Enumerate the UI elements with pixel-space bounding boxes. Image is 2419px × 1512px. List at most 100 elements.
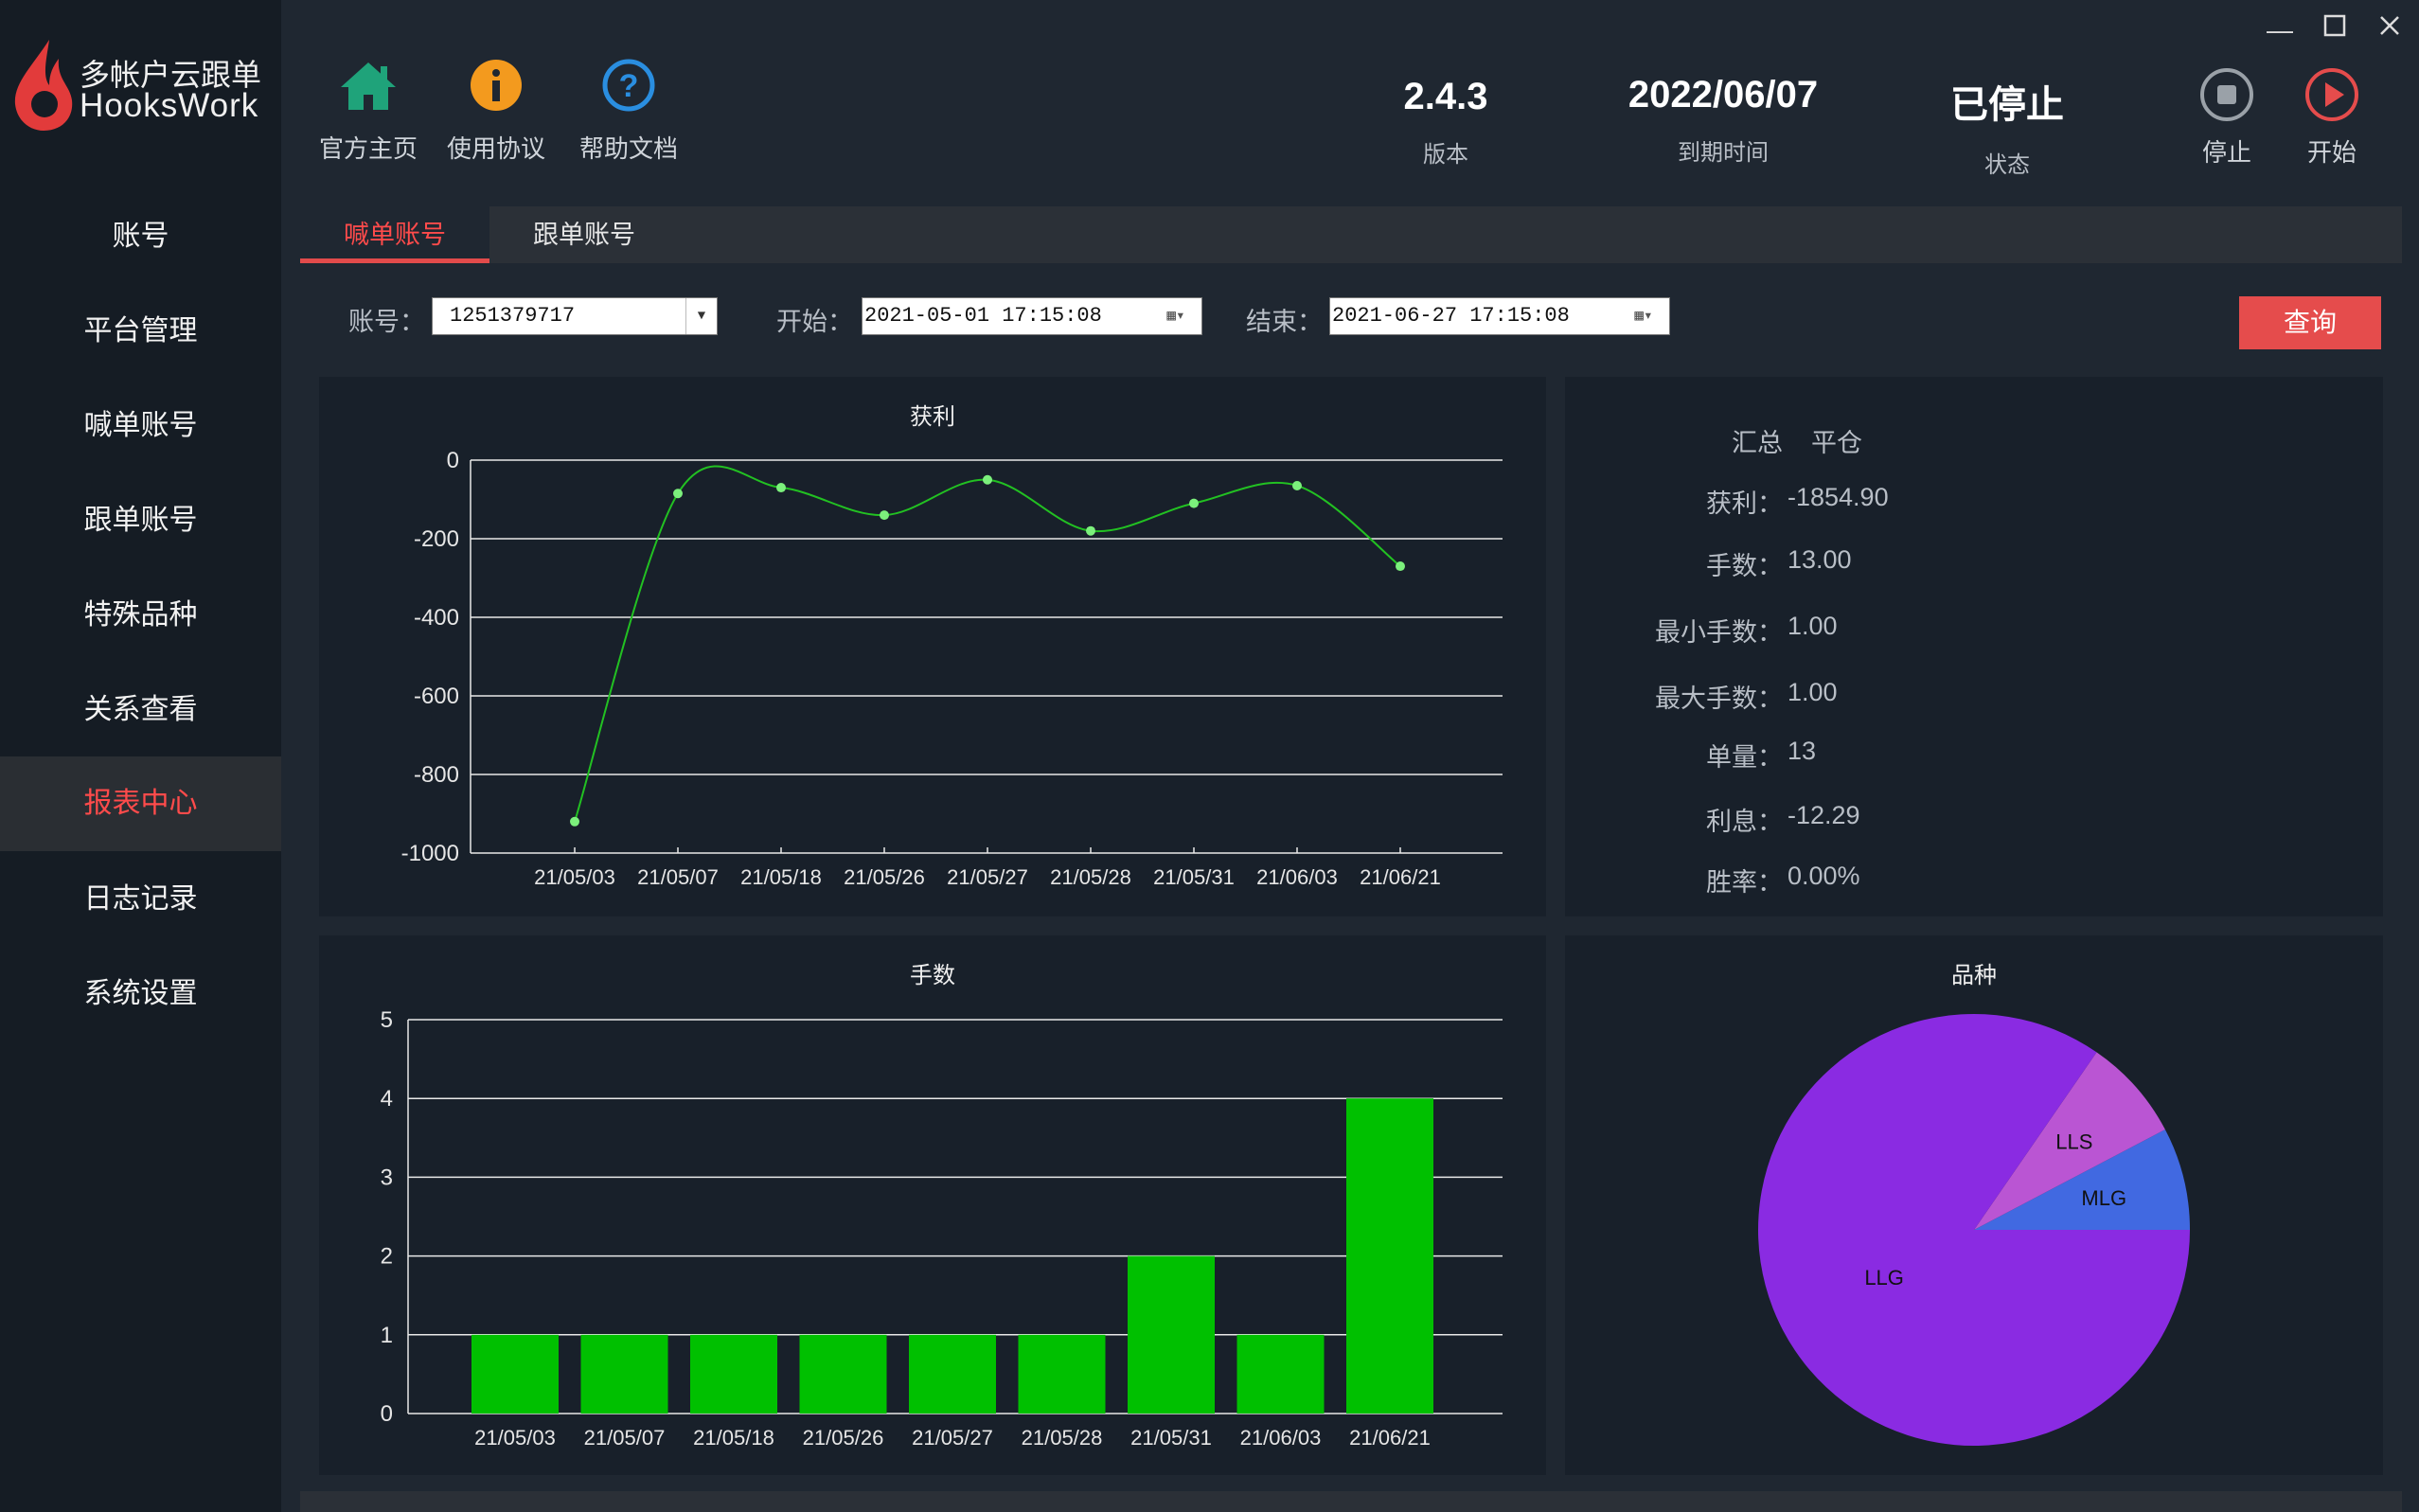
data-point <box>880 510 889 521</box>
x-tick-label: 21/05/03 <box>474 1426 556 1450</box>
summary-value: -1854.90 <box>1788 483 1889 511</box>
bar <box>690 1334 777 1414</box>
stop-button[interactable]: 停止 <box>2170 66 2284 169</box>
y-tick-label: -800 <box>414 762 459 788</box>
start-time-value: 2021-05-01 17:15:08 <box>864 304 1102 328</box>
help-icon: ? <box>602 59 655 112</box>
status-display: 已停止 状态 <box>1912 74 2102 179</box>
data-point <box>673 489 683 499</box>
sidebar-item-reports[interactable]: 报表中心 <box>0 756 281 851</box>
svg-text:?: ? <box>619 68 639 104</box>
pie-slice <box>1758 1014 2190 1446</box>
minimize-button[interactable]: — <box>2267 15 2293 45</box>
pie-slice <box>1974 1052 2165 1230</box>
bar <box>1128 1255 1215 1414</box>
sidebar-item-settings[interactable]: 系统设置 <box>83 978 198 1009</box>
expiry-value: 2022/06/07 <box>1627 74 1819 116</box>
sidebar-item-signal-account[interactable]: 喊单账号 <box>83 410 198 441</box>
account-select[interactable]: 1251379717 ▼ <box>432 297 718 335</box>
x-tick-label: 21/06/21 <box>1349 1426 1431 1450</box>
summary-key: 利息： <box>1706 808 1783 836</box>
chevron-down-icon[interactable]: ▼ <box>685 298 717 334</box>
summary-value: 平仓 <box>1811 429 1862 457</box>
summary-key: 汇总 <box>1732 429 1783 457</box>
profit-series-line <box>574 465 1401 823</box>
start-time-label: 开始： <box>776 308 853 336</box>
y-tick-label: 0 <box>381 1401 393 1427</box>
tab-signal-account[interactable]: 喊单账号 <box>300 206 489 263</box>
bar <box>471 1334 559 1414</box>
y-tick-label: -1000 <box>401 841 459 866</box>
help-docs-button[interactable]: ? 帮助文档 <box>567 59 690 165</box>
maximize-button[interactable] <box>2322 13 2347 44</box>
sidebar-item-account[interactable]: 账号 <box>112 221 169 252</box>
x-tick-label: 21/05/07 <box>584 1426 666 1450</box>
bar <box>580 1334 668 1414</box>
y-tick-label: 4 <box>381 1086 393 1112</box>
symbol-pie-chart: MLG LLS LLG <box>1758 1014 2190 1446</box>
x-tick-label: 21/05/26 <box>844 865 925 889</box>
end-time-label: 结束： <box>1246 308 1323 336</box>
tab-follow-account[interactable]: 跟单账号 <box>533 221 635 249</box>
agreement-button[interactable]: 使用协议 <box>435 59 558 165</box>
x-tick-label: 21/05/27 <box>947 865 1028 889</box>
sidebar-item-platform[interactable]: 平台管理 <box>83 315 198 347</box>
data-point <box>1396 561 1405 572</box>
stop-icon <box>2200 68 2253 121</box>
y-tick-label: 0 <box>447 448 459 473</box>
summary-value: 13.00 <box>1788 545 1852 574</box>
minimize-icon: — <box>2267 15 2293 44</box>
home-icon <box>341 62 396 110</box>
sidebar-item-special-symbols[interactable]: 特殊品种 <box>83 599 198 631</box>
end-time-picker[interactable]: 2021-06-27 17:15:08 ▦▾ <box>1329 297 1670 335</box>
calendar-icon[interactable]: ▦▾ <box>1634 308 1653 325</box>
home-button[interactable]: 官方主页 <box>307 59 430 165</box>
summary-key: 获利： <box>1706 489 1783 518</box>
summary-key: 胜率： <box>1706 868 1783 897</box>
pie-slice-label: LLG <box>1864 1266 1904 1290</box>
expiry-display: 2022/06/07 到期时间 <box>1591 74 1856 167</box>
x-tick-label: 21/05/31 <box>1130 1426 1212 1450</box>
lots-chart-panel: 手数 0 1 2 3 4 5 21/05/03 21/05/07 21/05/18 21/05/2… <box>319 935 1546 1475</box>
maximize-icon <box>2323 14 2346 37</box>
x-tick-label: 21/06/21 <box>1360 865 1441 889</box>
sidebar-item-follow-account[interactable]: 跟单账号 <box>83 505 198 536</box>
query-button[interactable]: 查询 <box>2239 296 2381 349</box>
bar <box>1346 1098 1433 1414</box>
play-icon <box>2305 68 2358 121</box>
pie-slice-label: LLS <box>2055 1130 2092 1153</box>
version-label: 版本 <box>1423 142 1468 168</box>
data-point <box>983 474 992 485</box>
y-tick-label: 1 <box>381 1323 393 1348</box>
symbol-chart-panel: 品种 MLG LLS LLG <box>1565 935 2383 1475</box>
agreement-label: 使用协议 <box>446 134 545 163</box>
x-tick-label: 21/05/07 <box>637 865 719 889</box>
y-tick-label: 5 <box>381 1007 393 1033</box>
flame-logo-icon <box>14 40 73 131</box>
summary-value: 13 <box>1788 737 1817 765</box>
sidebar: 多帐户云跟单 HooksWork 账号 平台管理 喊单账号 跟单账号 特殊品种 … <box>0 0 281 1512</box>
summary-key: 单量： <box>1706 743 1783 772</box>
data-point <box>1086 525 1095 536</box>
summary-value: 1.00 <box>1788 678 1838 706</box>
profit-chart-panel: 获利 0 -200 -400 -600 -800 -1000 21/05/03 21/05/0… <box>319 377 1546 916</box>
bar <box>1018 1334 1106 1414</box>
lots-bar-chart: 0 1 2 3 4 5 21/05/03 21/05/07 21/05/18 21/05/26 21… <box>381 1007 1503 1450</box>
calendar-icon[interactable]: ▦▾ <box>1166 308 1185 325</box>
start-label: 开始 <box>2306 138 2357 167</box>
profit-line-chart: 0 -200 -400 -600 -800 -1000 21/05/03 21/05/07 21… <box>401 448 1503 889</box>
summary-key: 最小手数： <box>1655 618 1783 647</box>
x-tick-label: 21/05/27 <box>912 1426 993 1450</box>
account-select-value: 1251379717 <box>450 304 576 328</box>
data-point <box>1292 480 1302 490</box>
bar <box>909 1334 996 1414</box>
sidebar-item-relations[interactable]: 关系查看 <box>83 694 198 725</box>
start-button[interactable]: 开始 <box>2275 66 2389 169</box>
version-display: 2.4.3 版本 <box>1351 76 1540 169</box>
x-tick-label: 21/05/31 <box>1153 865 1235 889</box>
summary-value: 1.00 <box>1788 612 1838 640</box>
data-point <box>1189 498 1199 508</box>
sidebar-item-logs[interactable]: 日志记录 <box>83 883 198 915</box>
close-button[interactable] <box>2377 13 2402 44</box>
start-time-picker[interactable]: 2021-05-01 17:15:08 ▦▾ <box>862 297 1202 335</box>
